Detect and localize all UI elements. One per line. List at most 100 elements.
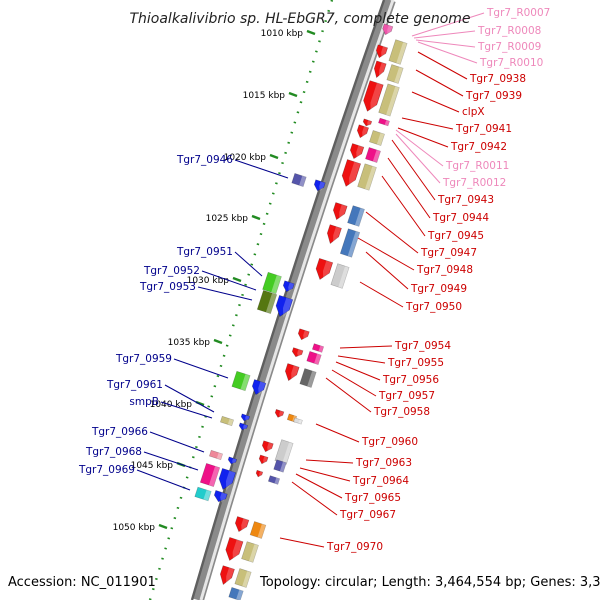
gene-feature	[258, 454, 269, 465]
label-leader-line	[417, 41, 478, 64]
label-leader-line	[279, 537, 325, 548]
gene-feature	[375, 44, 388, 59]
gene-feature	[251, 379, 267, 396]
kbp-tick-mark	[158, 523, 168, 530]
gene-label-minus-strand: Tgr7_0938	[469, 73, 526, 85]
label-leader-line	[395, 129, 444, 167]
label-leader-line	[339, 345, 393, 349]
kbp-tick-mark	[213, 338, 223, 345]
gene-feature	[291, 347, 304, 358]
kbp-tick-label: 1025 kbp	[206, 214, 249, 224]
gene-feature	[341, 159, 362, 188]
label-leader-line	[143, 451, 199, 471]
gene-feature	[369, 130, 385, 146]
kbp-dotted-axis	[148, 0, 334, 600]
accession-text: Accession: NC_011901	[8, 575, 156, 590]
gene-feature	[330, 263, 350, 289]
gene-feature	[382, 23, 394, 36]
kbp-tick-label: 1015 kbp	[243, 91, 286, 101]
gene-labels: Tgr7_R0007 Tgr7_R0008 Tgr7_R0009 Tgr7_R0010…	[78, 7, 550, 553]
kbp-tick-label: 1020 kbp	[224, 153, 267, 163]
gene-feature	[363, 80, 384, 113]
gene-label-minus-strand: Tgr7_0956	[382, 374, 439, 386]
gene-label-minus-strand: Tgr7_0941	[455, 123, 512, 135]
label-leader-line	[149, 431, 205, 453]
label-leader-line	[234, 251, 263, 277]
label-leader-line	[413, 30, 476, 39]
gene-feature	[378, 117, 390, 127]
label-leader-line	[391, 139, 436, 201]
kbp-tick-label: 1050 kbp	[113, 523, 156, 533]
gene-feature	[284, 363, 300, 382]
gene-feature	[306, 351, 322, 365]
gene-feature	[249, 521, 267, 539]
kbp-tick-mark	[232, 276, 242, 283]
gene-label-plus-strand: Tgr7_0969	[78, 464, 135, 476]
gene-label-minus-strand: Tgr7_0957	[378, 390, 435, 402]
label-leader-line	[201, 270, 257, 291]
gene-label-minus-strand: Tgr7_R0010	[479, 57, 543, 69]
label-leader-line	[331, 369, 377, 397]
gene-label-plus-strand: smpB	[129, 396, 159, 408]
label-leader-line	[160, 401, 213, 419]
gene-label-plus-strand: Tgr7_0953	[139, 281, 196, 293]
gene-label-minus-strand: Tgr7_0949	[410, 283, 467, 295]
gene-feature	[194, 486, 212, 502]
gene-label-minus-strand: Tgr7_0964	[352, 475, 409, 487]
gene-feature	[311, 343, 325, 353]
gene-feature	[256, 289, 278, 315]
label-leader-line	[411, 12, 485, 37]
gene-feature	[234, 516, 250, 533]
label-leader-line	[357, 237, 415, 271]
gene-feature	[297, 328, 310, 341]
gene-feature	[293, 417, 303, 425]
label-leader-line	[365, 211, 419, 254]
gene-feature	[357, 163, 377, 191]
label-leader-line	[164, 384, 215, 413]
gene-label-minus-strand: Tgr7_0955	[387, 357, 444, 369]
gene-feature	[299, 368, 317, 388]
label-leader-line	[197, 286, 253, 301]
gene-feature	[240, 413, 251, 422]
gene-label-minus-strand: Tgr7_0942	[450, 141, 507, 153]
gene-feature	[373, 60, 387, 79]
gene-feature	[227, 456, 238, 465]
gene-label-minus-strand: Tgr7_0943	[437, 194, 494, 206]
gene-feature	[241, 541, 259, 563]
gene-feature	[213, 490, 228, 503]
gene-label-minus-strand: Tgr7_0970	[326, 541, 383, 553]
gene-label-plus-strand: Tgr7_0968	[85, 446, 142, 458]
gene-feature	[219, 415, 235, 427]
gene-feature	[388, 39, 408, 65]
gene-label-minus-strand: Tgr7_0945	[427, 230, 484, 242]
gene-feature	[238, 422, 249, 431]
gene-label-minus-strand: Tgr7_0944	[432, 212, 489, 224]
label-leader-line	[395, 133, 441, 184]
map-title: Thioalkalivibrio sp. HL-EbGR7, complete …	[129, 11, 470, 27]
gene-feature	[218, 467, 237, 491]
gene-feature	[365, 147, 381, 163]
gene-feature	[255, 469, 264, 478]
gene-label-minus-strand: Tgr7_0960	[361, 436, 418, 448]
gene-feature	[262, 271, 282, 295]
gene-label-minus-strand: Tgr7_0950	[405, 301, 462, 313]
gene-label-minus-strand: Tgr7_R0011	[445, 160, 509, 172]
gene-feature	[282, 280, 295, 293]
label-leader-line	[365, 251, 409, 290]
gene-feature	[315, 257, 334, 281]
gene-feature	[208, 449, 224, 461]
gene-feature	[313, 179, 326, 192]
kbp-tick-label: 1045 kbp	[131, 461, 174, 471]
kbp-tick-label: 1030 kbp	[187, 276, 230, 286]
label-leader-line	[315, 423, 360, 443]
gene-label-plus-strand: Tgr7_0952	[143, 265, 200, 277]
gene-label-minus-strand: Tgr7_R0008	[477, 25, 541, 37]
gene-feature	[378, 83, 400, 117]
label-leader-line	[381, 175, 426, 237]
kbp-tick-mark	[288, 91, 298, 98]
label-leader-line	[359, 281, 404, 308]
gene-label-minus-strand: Tgr7_0958	[373, 406, 430, 418]
gene-feature	[234, 568, 252, 588]
gene-label-plus-strand: Tgr7_0959	[115, 353, 172, 365]
label-leader-line	[411, 91, 460, 113]
